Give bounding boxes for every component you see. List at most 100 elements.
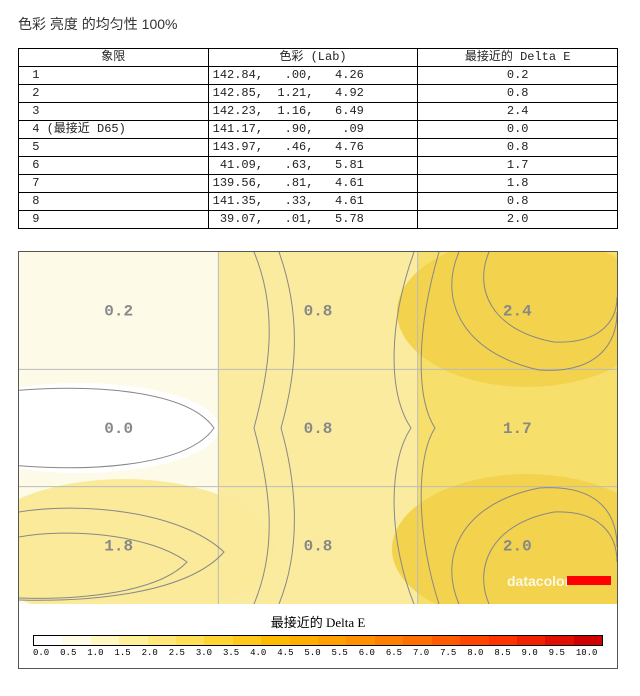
col-header-lab: 色彩 (Lab) [208,49,418,67]
legend-tick: 1.0 [87,648,114,658]
cell-lab: 142.85, 1.21, 4.92 [208,85,418,103]
table-row: 3142.23, 1.16, 6.492.4 [19,103,618,121]
table-header-row: 象限 色彩 (Lab) 最接近的 Delta E [19,49,618,67]
legend-segment [318,636,346,645]
legend-tick: 6.5 [386,648,413,658]
heatmap-plot: 0.2 0.8 2.4 0.0 0.8 1.7 1.8 0.8 2.0 datacolor [19,252,617,604]
cell-quadrant: 3 [19,103,209,121]
legend-segment [403,636,431,645]
table-row: 2142.85, 1.21, 4.920.8 [19,85,618,103]
legend-color-bar [33,635,603,646]
legend-tick: 2.5 [169,648,196,658]
legend-segment [346,636,374,645]
legend-segment [290,636,318,645]
legend-tick: 9.0 [522,648,549,658]
legend-tick: 2.0 [142,648,169,658]
legend-tick: 9.5 [549,648,576,658]
legend-tick: 3.0 [196,648,223,658]
legend-segment [460,636,488,645]
legend-segment [489,636,517,645]
legend-ticks: 0.00.51.01.52.02.53.03.54.04.55.05.56.06… [33,648,603,658]
cell-quadrant: 5 [19,139,209,157]
legend-tick: 4.5 [277,648,304,658]
legend-segment [574,636,602,645]
cell-quadrant: 7 [19,175,209,193]
cell-lab: 39.07, .01, 5.78 [208,211,418,229]
legend-segment [176,636,204,645]
brand-logo: datacolor [507,573,571,589]
cell-lab: 143.97, .46, 4.76 [208,139,418,157]
legend-tick: 3.5 [223,648,250,658]
cell-deltae: 1.8 [418,175,618,193]
legend-tick: 10.0 [576,648,603,658]
cell-value-label: 0.0 [104,420,133,438]
table-row: 7139.56, .81, 4.611.8 [19,175,618,193]
cell-quadrant: 4 (最接近 D65) [19,121,209,139]
legend-segment [261,636,289,645]
table-row: 1142.84, .00, 4.260.2 [19,67,618,85]
legend-tick: 5.0 [304,648,331,658]
cell-lab: 142.23, 1.16, 6.49 [208,103,418,121]
cell-quadrant: 8 [19,193,209,211]
legend-tick: 7.0 [413,648,440,658]
table-row: 9 39.07, .01, 5.782.0 [19,211,618,229]
cell-deltae: 0.0 [418,121,618,139]
legend-segment [233,636,261,645]
legend-segment [148,636,176,645]
cell-lab: 41.09, .63, 5.81 [208,157,418,175]
legend-segment [62,636,90,645]
cell-lab: 142.84, .00, 4.26 [208,67,418,85]
table-row: 6 41.09, .63, 5.811.7 [19,157,618,175]
cell-deltae: 2.0 [418,211,618,229]
cell-lab: 139.56, .81, 4.61 [208,175,418,193]
cell-quadrant: 9 [19,211,209,229]
cell-deltae: 0.8 [418,85,618,103]
legend-area: 最接近的 Delta E 0.00.51.01.52.02.53.03.54.0… [19,604,617,668]
legend-segment [375,636,403,645]
cell-quadrant: 1 [19,67,209,85]
legend-segment [34,636,62,645]
legend-title: 最接近的 Delta E [33,612,603,631]
legend-tick: 7.5 [440,648,467,658]
cell-value-label: 0.8 [304,537,333,555]
cell-value-label: 0.8 [304,303,333,321]
cell-value-label: 0.2 [104,303,133,321]
legend-tick: 0.5 [60,648,87,658]
page-title: 色彩 亮度 的均匀性 100% [18,14,622,34]
cell-value-label: 0.8 [304,420,333,438]
uniformity-table: 象限 色彩 (Lab) 最接近的 Delta E 1142.84, .00, 4… [18,48,618,229]
cell-deltae: 1.7 [418,157,618,175]
cell-value-label: 1.7 [503,420,532,438]
table-row: 4 (最接近 D65)141.17, .90, .090.0 [19,121,618,139]
cell-quadrant: 6 [19,157,209,175]
cell-deltae: 0.8 [418,193,618,211]
legend-tick: 8.0 [467,648,494,658]
cell-value-label: 2.0 [503,537,532,555]
heatmap-panel: 0.2 0.8 2.4 0.0 0.8 1.7 1.8 0.8 2.0 datacolor 最接近… [18,251,618,669]
cell-deltae: 0.2 [418,67,618,85]
table-row: 8141.35, .33, 4.610.8 [19,193,618,211]
legend-segment [119,636,147,645]
table-row: 5143.97, .46, 4.760.8 [19,139,618,157]
legend-tick: 6.0 [359,648,386,658]
legend-tick: 4.0 [250,648,277,658]
cell-deltae: 2.4 [418,103,618,121]
cell-lab: 141.17, .90, .09 [208,121,418,139]
legend-tick: 5.5 [332,648,359,658]
cell-value-label: 2.4 [503,303,532,321]
cell-quadrant: 2 [19,85,209,103]
legend-segment [91,636,119,645]
cell-deltae: 0.8 [418,139,618,157]
legend-tick: 8.5 [494,648,521,658]
legend-segment [204,636,232,645]
cell-value-label: 1.8 [104,537,133,555]
cell-lab: 141.35, .33, 4.61 [208,193,418,211]
col-header-deltae: 最接近的 Delta E [418,49,618,67]
legend-tick: 0.0 [33,648,60,658]
legend-tick: 1.5 [114,648,141,658]
brand-bar [567,576,611,585]
col-header-quadrant: 象限 [19,49,209,67]
legend-segment [545,636,573,645]
legend-segment [517,636,545,645]
legend-segment [432,636,460,645]
